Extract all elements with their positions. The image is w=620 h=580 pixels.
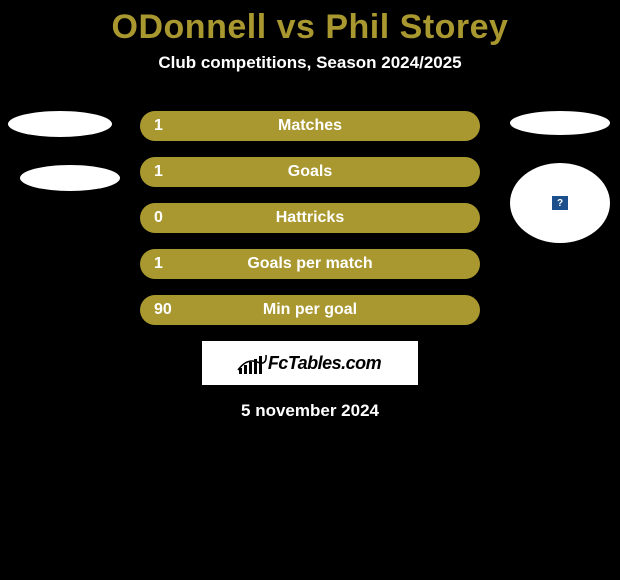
stat-value-left: 1 [154, 111, 163, 141]
unknown-avatar-icon: ? [552, 196, 568, 210]
stat-row-hattricks: Hattricks 0 [140, 203, 480, 233]
page-title: ODonnell vs Phil Storey [0, 8, 620, 47]
stat-row-goals-per-match: Goals per match 1 [140, 249, 480, 279]
stat-pill: Goals per match [140, 249, 480, 279]
stat-pill: Goals [140, 157, 480, 187]
avatar-placeholder-left-top [8, 111, 112, 137]
stat-label: Min per goal [140, 301, 480, 319]
chart-bars-icon [239, 356, 262, 374]
stat-row-min-per-goal: Min per goal 90 [140, 295, 480, 325]
stat-row-matches: Matches 1 [140, 111, 480, 141]
stat-pill: Hattricks [140, 203, 480, 233]
stat-row-goals: Goals 1 [140, 157, 480, 187]
stat-label: Goals per match [140, 255, 480, 273]
footer-date: 5 november 2024 [0, 401, 620, 421]
page-subtitle: Club competitions, Season 2024/2025 [0, 53, 620, 73]
stat-value-left: 90 [154, 295, 172, 325]
stat-value-left: 1 [154, 157, 163, 187]
avatar-placeholder-right-circle: ? [510, 163, 610, 243]
stat-value-left: 1 [154, 249, 163, 279]
stat-label: Hattricks [140, 209, 480, 227]
brand-logo: FcTables.com [239, 353, 381, 374]
infographic-container: ODonnell vs Phil Storey Club competition… [0, 8, 620, 580]
stat-value-left: 0 [154, 203, 163, 233]
stat-pill: Min per goal [140, 295, 480, 325]
avatar-placeholder-left-bottom [20, 165, 120, 191]
avatar-placeholder-right-top [510, 111, 610, 135]
stat-label: Goals [140, 163, 480, 181]
stat-pill: Matches [140, 111, 480, 141]
stat-label: Matches [140, 117, 480, 135]
stat-rows: Matches 1 Goals 1 Hattricks 0 Goals per … [140, 111, 480, 325]
brand-text: FcTables.com [268, 353, 381, 374]
brand-logo-box: FcTables.com [202, 341, 418, 385]
question-mark-icon: ? [557, 198, 563, 209]
stats-area: ? Matches 1 Goals 1 Hattricks 0 [0, 111, 620, 421]
